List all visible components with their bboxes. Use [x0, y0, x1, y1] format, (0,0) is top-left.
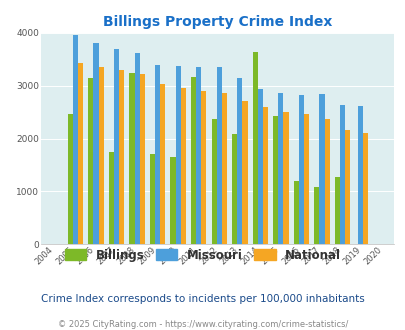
- Bar: [257, 89, 262, 244]
- Bar: [175, 66, 180, 244]
- Bar: [339, 105, 344, 244]
- Bar: [191, 77, 196, 244]
- Bar: [242, 101, 247, 244]
- Bar: [180, 88, 185, 244]
- Bar: [129, 73, 134, 244]
- Bar: [237, 78, 242, 244]
- Bar: [88, 78, 93, 244]
- Bar: [73, 35, 78, 244]
- Bar: [334, 177, 339, 244]
- Bar: [273, 116, 277, 244]
- Bar: [93, 43, 98, 244]
- Bar: [119, 71, 124, 244]
- Text: © 2025 CityRating.com - https://www.cityrating.com/crime-statistics/: © 2025 CityRating.com - https://www.city…: [58, 320, 347, 329]
- Legend: Billings, Missouri, National: Billings, Missouri, National: [60, 244, 345, 266]
- Bar: [211, 118, 216, 244]
- Bar: [68, 114, 73, 244]
- Bar: [298, 95, 303, 244]
- Bar: [252, 52, 257, 244]
- Title: Billings Property Crime Index: Billings Property Crime Index: [102, 15, 331, 29]
- Bar: [324, 118, 329, 244]
- Bar: [149, 154, 155, 244]
- Bar: [262, 107, 267, 244]
- Bar: [221, 93, 226, 244]
- Bar: [232, 134, 237, 244]
- Bar: [114, 49, 119, 244]
- Bar: [357, 106, 362, 244]
- Bar: [283, 112, 288, 244]
- Bar: [134, 53, 139, 244]
- Text: Crime Index corresponds to incidents per 100,000 inhabitants: Crime Index corresponds to incidents per…: [41, 294, 364, 304]
- Bar: [362, 133, 367, 244]
- Bar: [303, 114, 308, 244]
- Bar: [196, 67, 201, 244]
- Bar: [98, 67, 104, 244]
- Bar: [313, 187, 319, 244]
- Bar: [109, 152, 114, 244]
- Bar: [160, 84, 165, 244]
- Bar: [155, 65, 160, 244]
- Bar: [201, 90, 206, 244]
- Bar: [277, 93, 283, 244]
- Bar: [139, 74, 145, 244]
- Bar: [293, 182, 298, 244]
- Bar: [344, 130, 350, 244]
- Bar: [78, 63, 83, 244]
- Bar: [170, 157, 175, 244]
- Bar: [216, 67, 221, 244]
- Bar: [319, 94, 324, 244]
